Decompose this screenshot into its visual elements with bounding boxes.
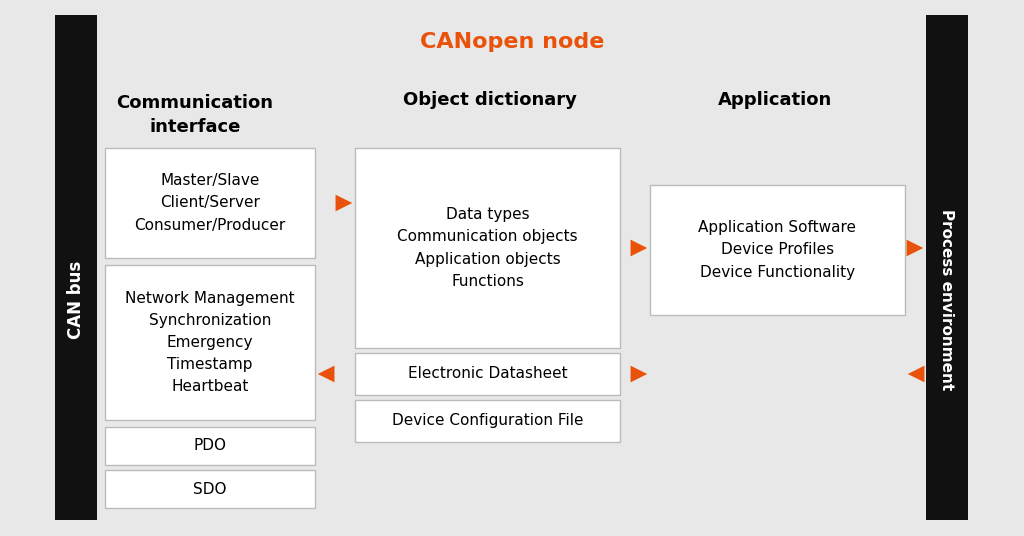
Bar xyxy=(105,148,315,258)
Text: Process environment: Process environment xyxy=(939,210,954,391)
Bar xyxy=(55,15,97,520)
Bar xyxy=(105,265,315,420)
Text: CAN bus: CAN bus xyxy=(67,261,85,339)
Text: PDO: PDO xyxy=(194,438,226,453)
Bar xyxy=(355,148,620,348)
Bar xyxy=(650,185,905,315)
Text: CANopen node: CANopen node xyxy=(420,32,604,52)
Text: Application: Application xyxy=(718,91,833,109)
Bar xyxy=(355,400,620,442)
Text: Data types
Communication objects
Application objects
Functions: Data types Communication objects Applica… xyxy=(397,207,578,289)
Text: Device Configuration File: Device Configuration File xyxy=(392,413,584,428)
Bar xyxy=(105,470,315,508)
Text: Electronic Datasheet: Electronic Datasheet xyxy=(408,367,567,382)
Text: Communication
interface: Communication interface xyxy=(117,93,273,137)
Bar xyxy=(355,353,620,395)
Text: Master/Slave
Client/Server
Consumer/Producer: Master/Slave Client/Server Consumer/Prod… xyxy=(134,173,286,233)
Text: SDO: SDO xyxy=(194,481,226,496)
Bar xyxy=(97,15,926,520)
Text: Network Management
Synchronization
Emergency
Timestamp
Heartbeat: Network Management Synchronization Emerg… xyxy=(125,291,295,394)
Text: Application Software
Device Profiles
Device Functionality: Application Software Device Profiles Dev… xyxy=(698,220,856,280)
Text: Object dictionary: Object dictionary xyxy=(403,91,577,109)
Bar xyxy=(926,15,968,520)
Bar xyxy=(105,427,315,465)
